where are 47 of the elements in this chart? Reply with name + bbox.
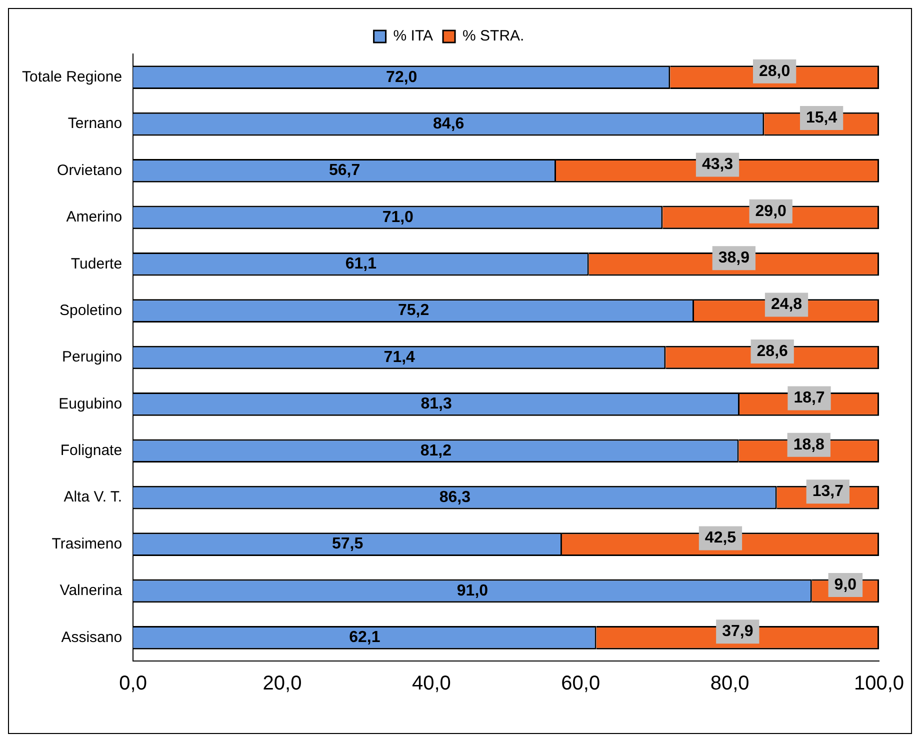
data-label: 13,7	[812, 482, 844, 500]
data-label: 86,3	[439, 488, 471, 506]
y-tick-label: Valnerina	[60, 582, 123, 600]
data-label: 57,5	[332, 536, 364, 553]
data-label: 75,2	[398, 302, 430, 320]
x-tick-label: 20,0	[262, 672, 302, 695]
data-label: 28,6	[756, 342, 788, 360]
y-tick-label: Assisano	[61, 628, 122, 646]
data-label: 37,9	[722, 623, 754, 640]
data-label: 62,1	[349, 629, 380, 646]
x-tick-label: 100,0	[854, 672, 904, 695]
data-label: 71,0	[382, 208, 414, 226]
data-label: 28,0	[759, 62, 790, 80]
data-label: 18,7	[794, 390, 825, 407]
data-label: 29,0	[755, 202, 787, 220]
y-tick-label: Alta V. T.	[64, 488, 122, 506]
data-label: 15,4	[806, 109, 838, 126]
y-tick-label: Folignate	[60, 442, 122, 460]
y-tick-label: Tuderte	[70, 255, 122, 272]
x-tick-label: 40,0	[412, 672, 451, 695]
data-label: 61,1	[345, 256, 377, 273]
y-tick-label: Spoletino	[60, 302, 122, 319]
data-label: 84,6	[433, 115, 464, 132]
data-label: 71,4	[384, 348, 416, 366]
data-label: 43,3	[702, 156, 734, 174]
y-tick-label: Ternano	[68, 115, 122, 132]
y-tick-label: Perugino	[62, 348, 122, 366]
legend-label: % STRA.	[462, 28, 524, 45]
data-label: 81,3	[420, 396, 452, 413]
data-label: 9,0	[834, 576, 857, 594]
y-tick-label: Trasimeno	[52, 535, 122, 552]
y-tick-label: Eugubino	[58, 395, 122, 412]
data-label: 56,7	[328, 162, 360, 180]
x-tick-label: 60,0	[561, 672, 600, 695]
y-tick-label: Totale Regione	[22, 68, 122, 86]
data-label: 42,5	[704, 530, 736, 547]
data-label: 18,8	[793, 436, 825, 454]
y-tick-label: Amerino	[66, 208, 122, 226]
data-label: 24,8	[770, 296, 802, 314]
y-tick-label: Orvietano	[57, 162, 122, 179]
legend-label: % ITA	[393, 28, 434, 45]
data-label: 38,9	[718, 250, 750, 267]
data-label: 91,0	[456, 582, 488, 600]
data-label: 81,2	[420, 442, 452, 460]
x-tick-label: 80,0	[710, 672, 750, 695]
x-tick-label: 0,0	[119, 672, 147, 695]
data-label: 72,0	[386, 68, 418, 86]
